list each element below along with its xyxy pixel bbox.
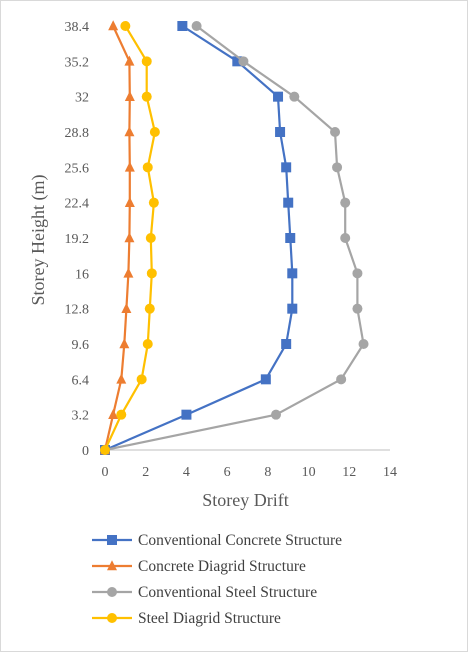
x-axis-title: Storey Drift [202,490,288,510]
data-point [289,91,300,102]
data-point [141,91,152,102]
y-tick-label: 35.2 [65,55,90,70]
y-tick-label: 6.4 [72,373,90,388]
data-point [124,161,135,172]
y-tick-label: 25.6 [65,161,90,176]
data-point [330,127,341,137]
data-point [191,21,202,31]
data-point [124,55,135,66]
series-line [103,25,131,451]
data-point [273,91,284,102]
data-point [120,21,131,31]
data-point [124,126,135,137]
data-point [142,339,153,349]
y-tick-label: 19.2 [65,232,90,247]
y-tick-label: 32 [75,91,89,106]
data-point [149,127,160,137]
data-point [124,196,135,207]
legend-marker [107,535,117,545]
series-line [104,25,365,452]
legend: Conventional Concrete Structure Concrete … [92,532,342,627]
y-tick-label: 9.6 [72,338,90,353]
y-tick-label: 0 [82,444,89,459]
legend-label: Steel Diagrid Structure [138,610,281,627]
data-point [144,303,155,314]
data-point [287,268,298,279]
legend-item: Concrete Diagrid Structure [92,558,306,575]
data-point [123,267,134,278]
y-axis-title: Storey Height (m) [28,175,49,306]
data-point [108,20,119,31]
x-tick-label: 2 [142,465,149,480]
series-line [104,25,294,452]
data-point [281,339,292,349]
data-point [352,303,363,314]
data-point [177,21,188,31]
series-4 [100,21,160,455]
data-point [340,233,351,243]
x-tick-label: 6 [224,465,231,480]
x-tick-label: 0 [102,465,109,480]
data-point [142,162,153,173]
x-tick-label: 8 [264,465,271,480]
data-point [124,232,135,243]
data-point [146,268,157,279]
legend-item: Conventional Steel Structure [92,584,317,601]
legend-marker [107,613,117,623]
x-tick-label: 14 [383,465,397,480]
legend-label: Concrete Diagrid Structure [138,558,306,575]
legend-label: Conventional Concrete Structure [138,532,342,549]
data-point [181,409,192,420]
x-tick-label: 10 [302,465,316,480]
x-axis-ticks: 0 2 4 6 8 10 12 14 [102,465,398,480]
data-point [352,268,363,279]
data-point [260,374,271,385]
data-point [287,303,298,314]
legend-item: Steel Diagrid Structure [92,610,281,627]
data-point [121,302,132,313]
legend-marker [107,587,117,597]
legend-marker [107,560,117,571]
data-point [238,56,249,67]
data-point [100,445,110,455]
y-tick-label: 38.4 [65,20,90,35]
data-point [275,127,286,137]
data-point [141,56,152,67]
data-point [358,339,369,349]
data-point [108,408,119,419]
data-point [340,197,351,208]
data-point [119,338,130,349]
data-point [124,90,135,101]
data-point [336,374,347,385]
data-point [145,233,156,243]
data-point [136,374,147,385]
y-tick-label: 22.4 [65,197,90,212]
series-3 [100,21,369,455]
y-axis-ticks: 0 3.2 6.4 9.6 12.8 16 19.2 22.4 25.6 28.8 32 35.2 38… [65,20,90,459]
legend-item: Conventional Concrete Structure [92,532,342,549]
data-point [116,409,127,420]
series-2 [100,20,135,455]
data-point [332,162,343,173]
data-point [271,409,281,420]
data-point [281,162,292,173]
data-point [232,56,243,67]
legend-label: Conventional Steel Structure [138,584,317,601]
plot-series [100,20,369,455]
x-tick-label: 4 [183,465,190,480]
data-point [116,373,127,384]
y-tick-label: 16 [75,267,89,282]
data-point [285,233,296,243]
y-tick-label: 3.2 [72,409,90,424]
y-tick-label: 12.8 [65,303,90,318]
data-point [283,197,294,208]
x-tick-label: 12 [342,465,356,480]
data-point [148,197,159,208]
y-tick-label: 28.8 [65,126,90,141]
